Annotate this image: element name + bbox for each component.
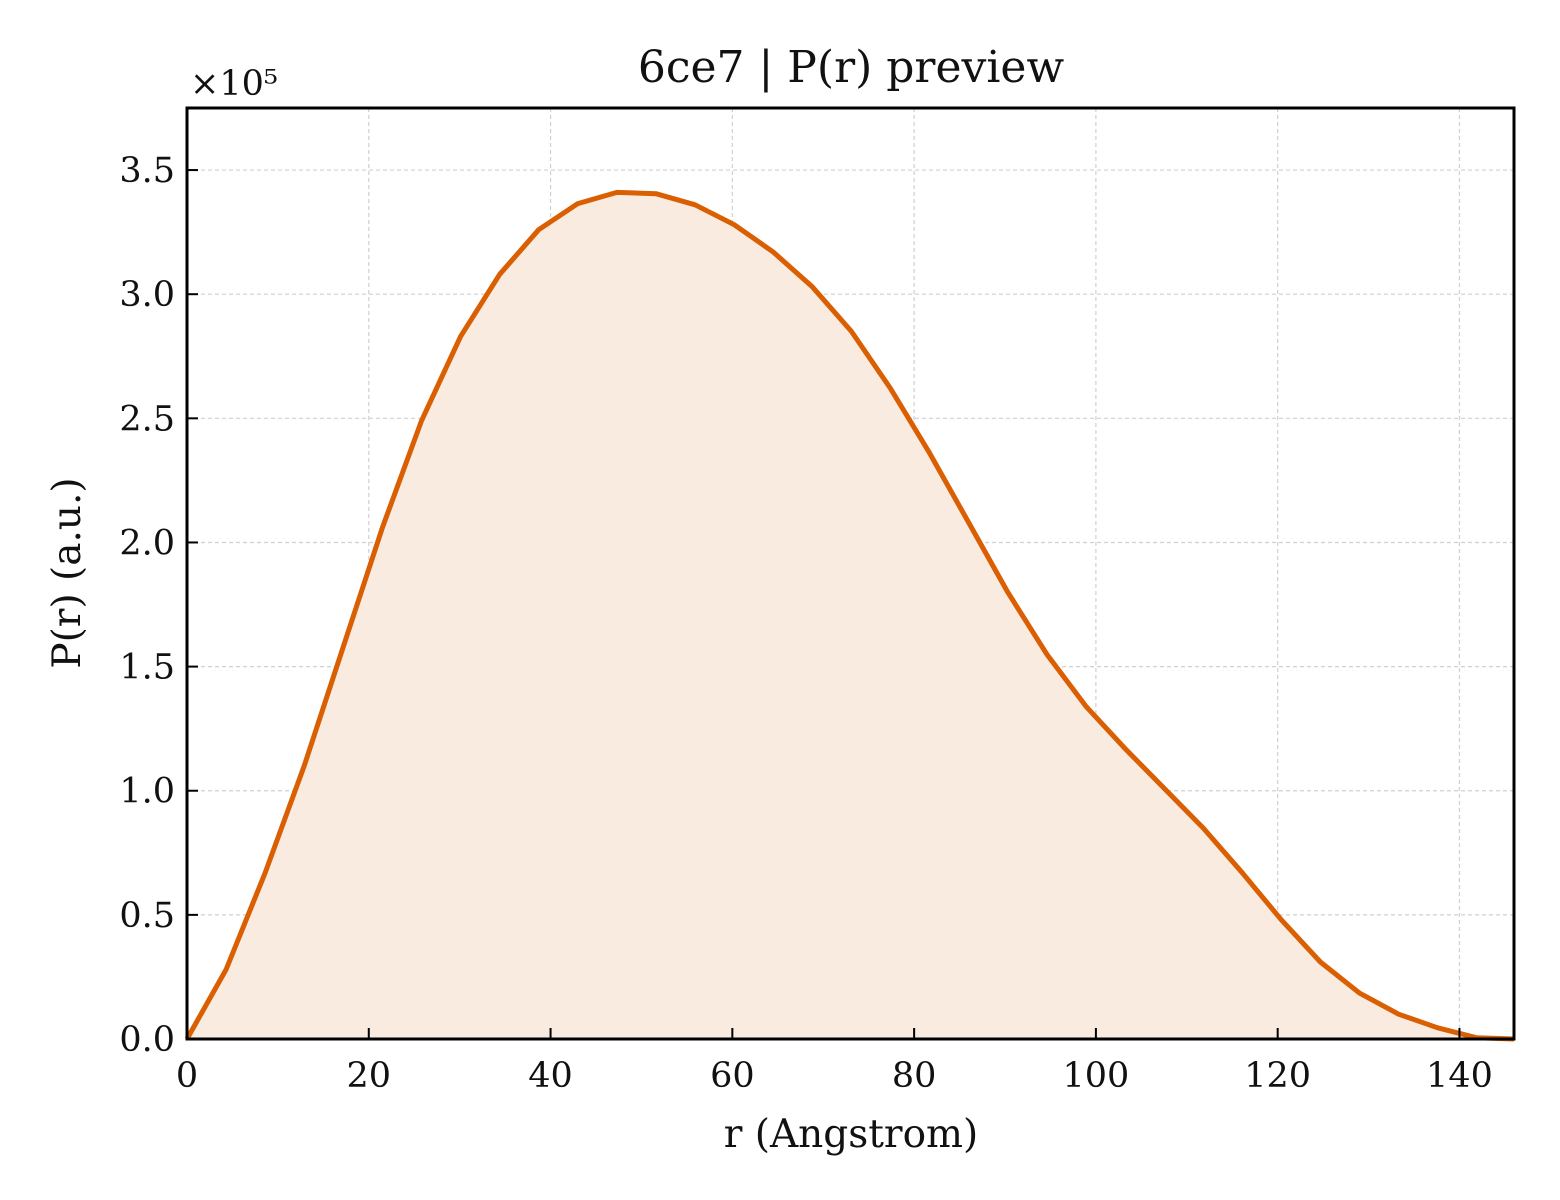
x-tick-label: 120 — [1244, 1056, 1311, 1096]
series-line — [184, 189, 1515, 1042]
x-tick-label: 140 — [1426, 1056, 1493, 1096]
y-tick-label: 1.0 — [119, 772, 175, 812]
y-tick-label: 2.0 — [119, 523, 175, 563]
y-scale-label: ×10⁵ — [190, 64, 278, 104]
y-tick-label: 3.0 — [119, 275, 175, 315]
x-tick-label: 40 — [528, 1056, 573, 1096]
x-axis-label: r (Angstrom) — [724, 1112, 979, 1157]
y-tick-label: 0.0 — [119, 1020, 175, 1060]
y-tick-label: 2.5 — [119, 399, 175, 439]
x-axis-ticks: 0 20 40 60 80 100 120 140 — [176, 1028, 1493, 1096]
y-tick-label: 0.5 — [119, 896, 175, 936]
x-tick-label: 100 — [1062, 1056, 1129, 1096]
area-fill — [187, 192, 1514, 1039]
y-axis-ticks: 0.0 0.5 1.0 1.5 2.0 2.5 3.0 3.5 — [119, 151, 198, 1060]
x-tick-label: 60 — [710, 1056, 755, 1096]
y-tick-label: 1.5 — [119, 648, 175, 688]
x-tick-label: 80 — [892, 1056, 937, 1096]
x-tick-label: 20 — [347, 1056, 392, 1096]
y-tick-label: 3.5 — [119, 151, 175, 191]
x-tick-label: 0 — [176, 1056, 198, 1096]
chart-title: 6ce7 | P(r) preview — [638, 42, 1065, 93]
plot-frame — [185, 106, 1516, 1041]
y-axis-label: P(r) (a.u.) — [45, 477, 90, 668]
